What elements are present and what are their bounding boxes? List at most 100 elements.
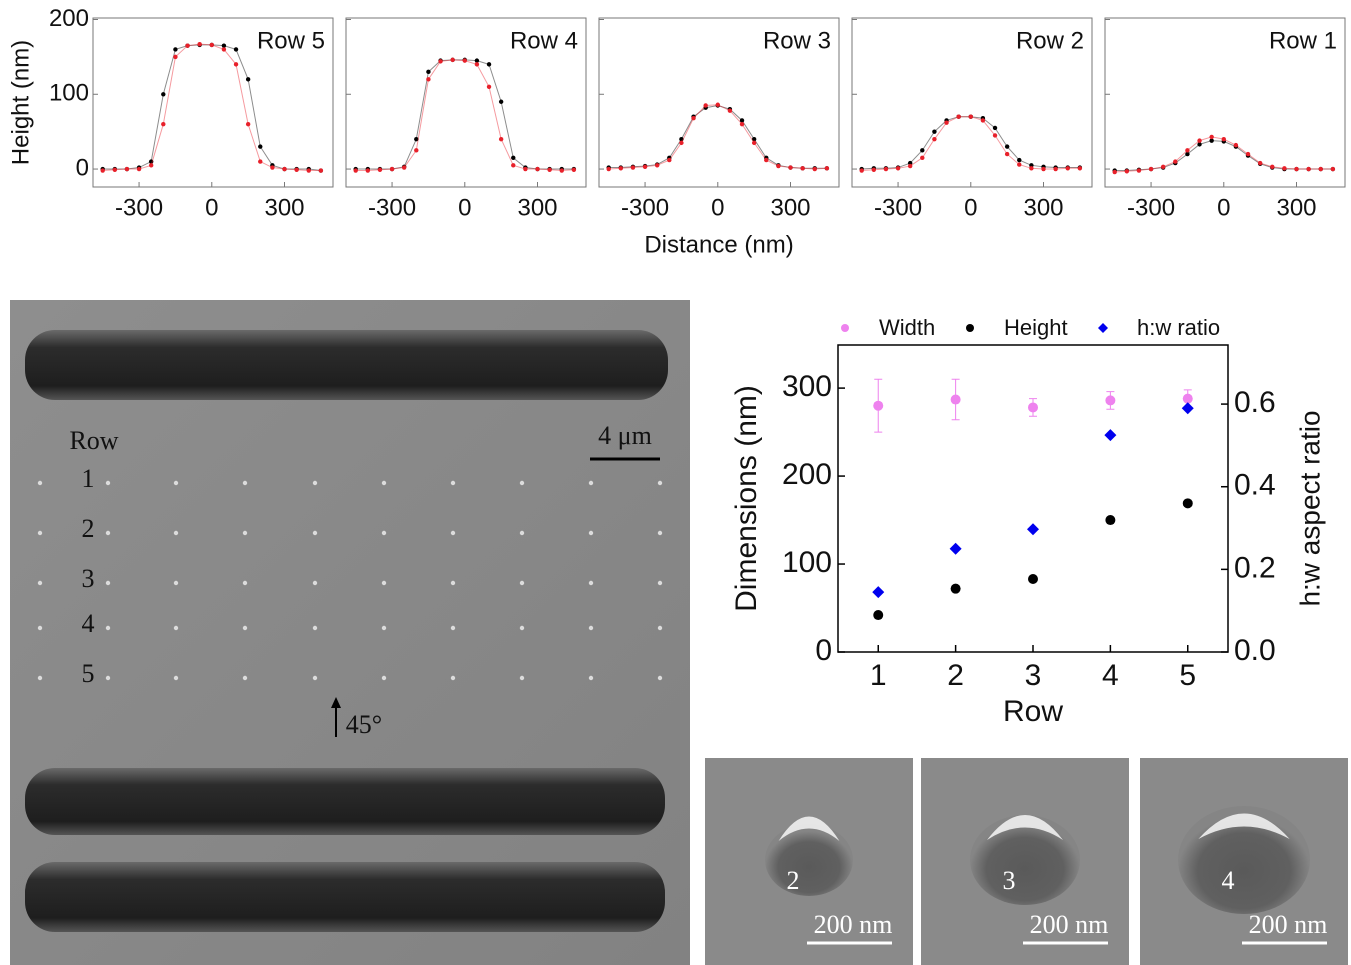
profile-point	[401, 165, 407, 170]
profile-point	[776, 163, 781, 169]
profile-point	[751, 136, 757, 142]
legend-label: Width	[879, 315, 935, 340]
y-axis-label: Dimensions (nm)	[730, 385, 763, 612]
x-tick-label: -300	[874, 194, 922, 221]
circle-point	[1182, 498, 1193, 509]
legend-label: Height	[1004, 315, 1068, 340]
nanostructure	[173, 530, 179, 536]
profile-point	[353, 168, 358, 173]
profile-line	[355, 59, 574, 172]
nanostructure	[450, 675, 456, 681]
dome-highlight	[987, 815, 1063, 840]
profile-point	[932, 136, 937, 142]
nanostructure	[312, 530, 318, 536]
profile-point	[907, 163, 913, 169]
profile-point	[1173, 159, 1178, 164]
profile-point	[233, 62, 239, 67]
y-tick-label: 0	[815, 634, 832, 667]
profile-point	[992, 125, 998, 131]
y-tick-label: 0	[76, 154, 89, 181]
profile-point	[450, 57, 455, 63]
profile-point	[221, 43, 227, 48]
profile-point	[1112, 169, 1117, 175]
panel-title: Row 5	[257, 27, 325, 54]
nanostructure	[450, 480, 456, 486]
profile-point	[895, 166, 901, 171]
profile-point	[1136, 168, 1142, 173]
profile-point	[667, 157, 672, 163]
profile-point	[1197, 142, 1202, 147]
nanostructure	[450, 625, 456, 631]
nanostructure	[519, 480, 525, 486]
circle-point	[873, 400, 884, 411]
y2-tick-label: 0.4	[1234, 469, 1276, 502]
profile-point	[389, 166, 395, 172]
nanostructure	[173, 675, 179, 681]
profile-line	[608, 104, 827, 170]
nanostructure	[173, 580, 179, 586]
legend-marker	[966, 324, 974, 332]
x-tick-label: 5	[1179, 659, 1196, 692]
profile-line	[1114, 140, 1333, 172]
x-tick-label: 300	[1276, 194, 1316, 221]
nanostructure	[381, 530, 387, 536]
profile-point	[161, 92, 166, 97]
profile-point	[944, 120, 949, 125]
nanostructure	[173, 625, 179, 631]
profile-point	[654, 163, 660, 168]
inset-scale-label: 200 nm	[1030, 910, 1109, 939]
profile-point	[124, 166, 130, 172]
row-number: 4	[82, 609, 95, 638]
row-heading: Row	[69, 426, 118, 455]
x-tick-label: 2	[947, 659, 964, 692]
row-number: 5	[82, 659, 95, 688]
profile-line	[102, 44, 321, 172]
inset-scale-label: 200 nm	[1249, 910, 1328, 939]
profile-point	[812, 166, 817, 172]
profile-point	[1233, 142, 1239, 148]
profile-point	[245, 77, 251, 82]
x-tick-label: 4	[1102, 659, 1119, 692]
inset-label: 4	[1222, 866, 1235, 895]
dome-shadow	[970, 815, 1080, 905]
x-tick-label: 3	[1025, 659, 1042, 692]
plot-frame	[851, 17, 1093, 188]
nanostructure	[381, 580, 387, 586]
profile-point	[1294, 166, 1299, 172]
y-tick-label: 100	[49, 80, 89, 107]
profile-point	[1160, 164, 1166, 170]
profile-point	[559, 168, 564, 173]
profile-point	[715, 102, 720, 107]
profile-point	[498, 99, 504, 104]
circle-point	[950, 394, 961, 405]
profile-point	[1029, 166, 1034, 171]
x-tick-label: 300	[264, 194, 304, 221]
nanostructure	[105, 580, 111, 586]
nanostructure	[37, 580, 43, 586]
nanostructure	[37, 625, 43, 631]
nanostructure	[37, 530, 43, 536]
x-axis-label: Distance (nm)	[644, 231, 793, 258]
legend-label: h:w ratio	[1137, 315, 1220, 340]
profile-point	[571, 167, 577, 173]
x-tick-label: 0	[1217, 194, 1230, 221]
profile-point	[764, 157, 769, 163]
profile-point	[511, 155, 516, 161]
nanostructure	[519, 580, 525, 586]
diamond-point	[1104, 429, 1117, 442]
profile-point	[426, 77, 431, 82]
profile-point	[318, 168, 324, 173]
nanostructure	[242, 675, 248, 681]
profile-point	[1257, 160, 1263, 166]
dome-highlight	[778, 816, 840, 841]
profile-point	[426, 69, 431, 75]
profile-point	[1209, 134, 1214, 140]
profile-point	[956, 114, 961, 119]
profile-point	[1330, 166, 1336, 172]
profile-point	[173, 54, 178, 60]
dome-highlight	[1198, 813, 1290, 839]
profile-point	[438, 59, 443, 64]
nanostructure	[657, 675, 663, 681]
profile-point	[306, 168, 311, 173]
y-tick-label: 300	[782, 370, 832, 403]
